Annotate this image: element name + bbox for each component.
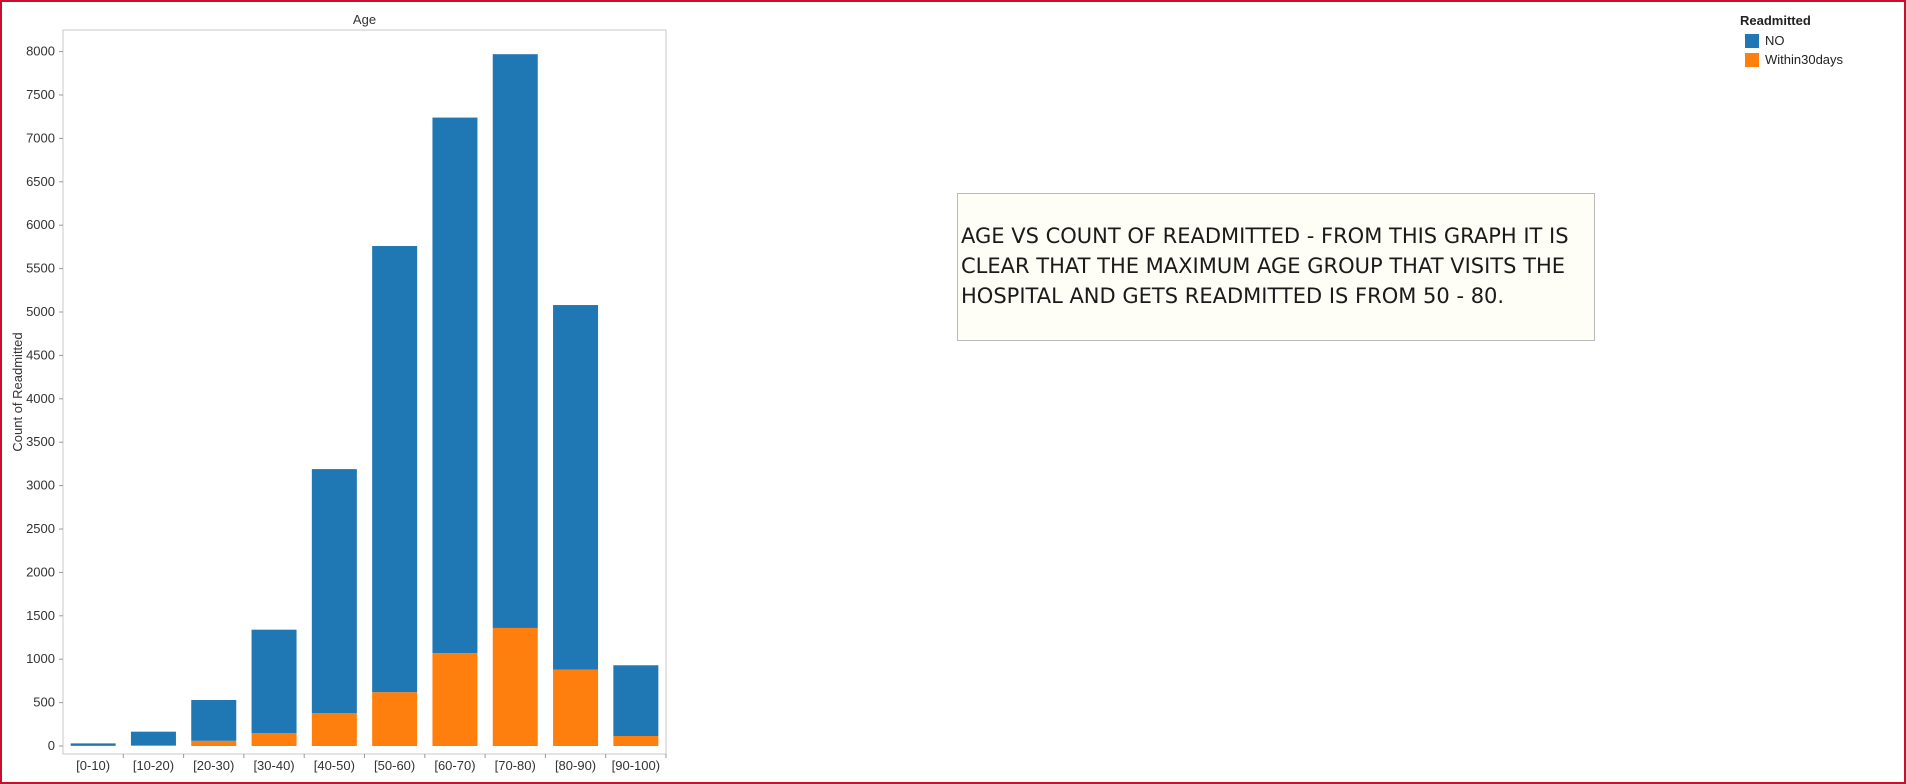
y-tick-label: 0: [48, 738, 55, 753]
bar-no-10: [613, 665, 659, 737]
y-tick-label: 6000: [26, 217, 55, 232]
bar-within30days-5: [311, 713, 357, 746]
y-tick-label: 500: [33, 695, 55, 710]
y-tick-label: 2500: [26, 521, 55, 536]
x-tick-label: [80-90): [555, 758, 596, 773]
x-tick-label: [20-30): [193, 758, 234, 773]
legend-item-no[interactable]: NO: [1740, 31, 1843, 50]
y-tick-label: 2000: [26, 564, 55, 579]
bar-no-5: [311, 469, 357, 714]
bar-no-9: [553, 305, 599, 670]
y-tick-label: 3000: [26, 478, 55, 493]
y-tick-label: 6500: [26, 174, 55, 189]
y-tick-label: 3500: [26, 434, 55, 449]
y-tick-label: 5000: [26, 304, 55, 319]
x-tick-label: [60-70): [434, 758, 475, 773]
x-tick-label: [10-20): [133, 758, 174, 773]
y-tick-label: 7500: [26, 87, 55, 102]
x-tick-label: [0-10): [76, 758, 110, 773]
bar-within30days-3: [191, 740, 237, 746]
legend-title: Readmitted: [1740, 13, 1811, 28]
annotation-textbox: AGE VS COUNT OF READMITTED - FROM THIS G…: [957, 193, 1595, 341]
bar-no-6: [372, 246, 418, 693]
legend-label-within30days: Within30days: [1765, 52, 1844, 67]
y-tick-label: 1500: [26, 608, 55, 623]
bar-no-2: [130, 731, 176, 746]
legend-swatch-within30days: [1745, 52, 1759, 67]
x-tick-label: [50-60): [374, 758, 415, 773]
y-tick-label: 1000: [26, 651, 55, 666]
y-tick-label: 5500: [26, 261, 55, 276]
legend-item-within30days[interactable]: Within30days: [1740, 50, 1843, 69]
y-tick-label: 4500: [26, 347, 55, 362]
bar-no-7: [432, 117, 478, 654]
bar-within30days-6: [372, 692, 418, 746]
y-tick-label: 4000: [26, 391, 55, 406]
x-tick-label: [70-80): [495, 758, 536, 773]
bar-no-1: [70, 743, 116, 746]
bar-within30days-4: [251, 732, 297, 746]
bar-within30days-9: [553, 669, 599, 746]
bar-within30days-2: [130, 745, 176, 746]
y-tick-label: 8000: [26, 44, 55, 59]
bar-no-3: [191, 699, 237, 741]
y-tick-label: 7000: [26, 130, 55, 145]
y-axis-title: Count of Readmitted: [10, 332, 25, 451]
chart-title: Age: [353, 12, 376, 27]
bar-within30days-10: [613, 736, 659, 746]
bar-within30days-8: [492, 627, 538, 746]
legend-swatch-no: [1745, 33, 1759, 48]
bar-no-8: [492, 54, 538, 628]
x-tick-label: [40-50): [314, 758, 355, 773]
legend: Readmitted NO Within30days: [1740, 13, 1843, 69]
x-tick-label: [90-100): [612, 758, 660, 773]
bar-within30days-7: [432, 653, 478, 746]
bar-no-4: [251, 629, 297, 733]
x-tick-label: [30-40): [253, 758, 294, 773]
legend-label-no: NO: [1765, 33, 1785, 48]
